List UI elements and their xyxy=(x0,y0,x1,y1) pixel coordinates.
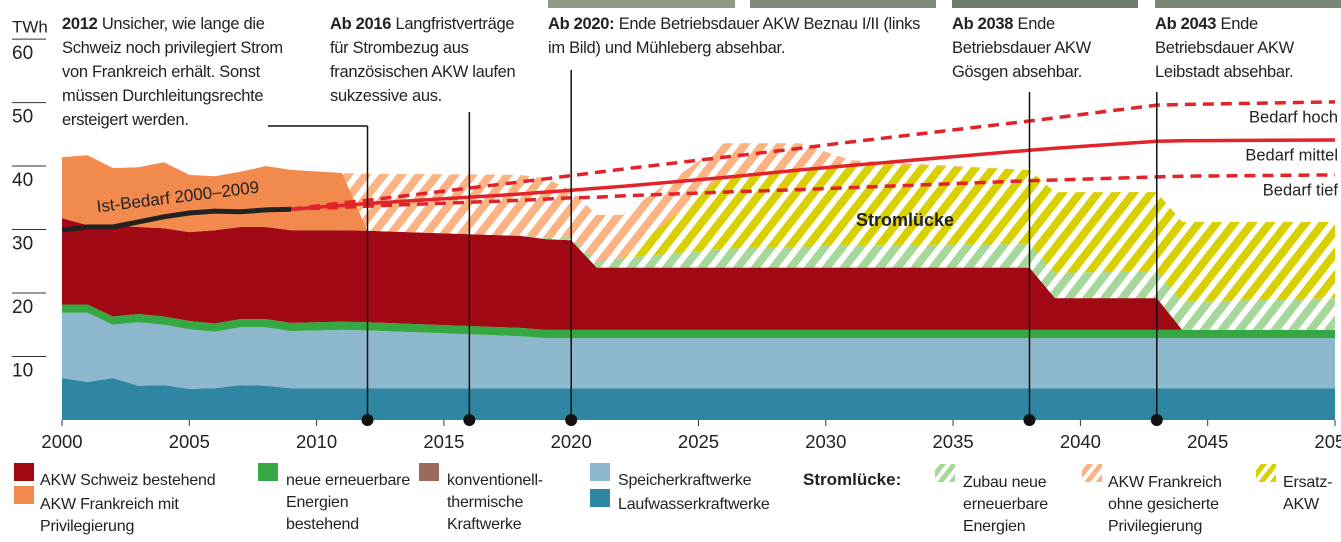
annotation-text: Unsicher, wie lange die Schweiz noch pri… xyxy=(62,15,283,129)
x-tick-label: 2000 xyxy=(41,431,82,452)
legend-swatch xyxy=(14,463,34,481)
demand-line xyxy=(61,206,292,233)
line-label: Bedarf tief xyxy=(1263,181,1339,199)
legend-label: konventionell-thermische Kraftwerke xyxy=(447,472,543,533)
legend-label: Zubau neue erneuerbare Energien xyxy=(963,474,1048,535)
x-tick-label: 2015 xyxy=(423,431,464,452)
demand-line xyxy=(290,138,1336,211)
hatched-area xyxy=(62,155,1335,302)
photo-strip xyxy=(952,0,1138,8)
annotation-lead: Ab 2043 xyxy=(1155,15,1217,33)
gap-area-label: Stromlücke xyxy=(856,210,954,230)
legend-swatch xyxy=(590,489,610,507)
annotation-dot xyxy=(565,414,578,426)
gap-legend-title: Stromlücke: xyxy=(803,470,902,489)
line-label: Bedarf mittel xyxy=(1245,146,1338,164)
annotation: 2012 Unsicher, wie lange die Schweiz noc… xyxy=(62,12,307,132)
legend-label: Ersatz-AKW xyxy=(1283,474,1333,513)
x-tick-label: 2035 xyxy=(933,431,974,452)
line-label: Bedarf hoch xyxy=(1249,108,1338,126)
area xyxy=(62,218,1335,330)
annotation-dot xyxy=(463,414,476,426)
areas xyxy=(62,143,1335,420)
annotation-dot xyxy=(361,414,374,426)
legend-swatch xyxy=(419,463,439,481)
legend-swatch xyxy=(935,464,955,482)
annotation-text: Ende Betriebsdauer AKW Beznau I/II (link… xyxy=(548,15,921,57)
x-tick-label: 2030 xyxy=(805,431,846,452)
legend-swatch xyxy=(590,463,610,481)
y-tick-label: 10 xyxy=(12,361,33,382)
legend-label: AKW Frankreich mit Privilegierung xyxy=(40,496,179,535)
annotation: Ab 2038 Ende Betriebsdauer AKW Gösgen ab… xyxy=(952,12,1117,84)
y-tick-label: 60 xyxy=(12,43,33,64)
y-tick-label: 50 xyxy=(12,107,33,128)
demand-line xyxy=(291,173,1336,211)
annotation-lead: Ab 2038 xyxy=(952,15,1014,33)
photo-strip xyxy=(1155,0,1341,8)
annotation-dot xyxy=(1150,414,1163,426)
annotation-lead: 2012 xyxy=(62,15,98,33)
legend-label: Speicherkraftwerke xyxy=(618,472,752,489)
area xyxy=(62,378,1335,420)
annotation: Ab 2020: Ende Betriebsdauer AKW Beznau I… xyxy=(548,12,933,60)
legend-label: Laufwasserkraftwerke xyxy=(618,496,770,513)
y-tick-label: 20 xyxy=(12,297,33,318)
annotation: Ab 2043 Ende Betriebsdauer AKW Leibstadt… xyxy=(1155,12,1335,84)
legend-swatch xyxy=(1256,464,1276,482)
annotation-lead: Ab 2020: xyxy=(548,15,615,33)
x-tick-label: 2020 xyxy=(551,431,592,452)
x-tick-label: 2005 xyxy=(169,431,210,452)
demand-line xyxy=(290,100,1336,211)
x-tick-label: 2050 xyxy=(1314,431,1341,452)
annotation-text: Langfristverträge für Strombezug aus fra… xyxy=(330,15,516,105)
annotation-text: Ende Betriebsdauer AKW Gösgen absehbar. xyxy=(952,15,1091,81)
area xyxy=(62,312,1335,389)
photo-strip xyxy=(750,0,936,8)
x-tick-label: 2010 xyxy=(296,431,337,452)
legend-swatch xyxy=(14,486,34,504)
legend-swatch xyxy=(1082,464,1102,482)
x-tick-label: 2040 xyxy=(1060,431,1101,452)
hatched-area xyxy=(62,143,1335,262)
x-tick-label: 2045 xyxy=(1187,431,1228,452)
annotation-dot xyxy=(1023,414,1036,426)
legend-swatch xyxy=(258,463,278,481)
annotation-lead: Ab 2016 xyxy=(330,15,392,33)
annotation-text: Ende Betriebsdauer AKW Leibstadt absehba… xyxy=(1155,15,1294,81)
photo-strip xyxy=(548,0,735,8)
legend-label: AKW Schweiz bestehend xyxy=(40,472,216,489)
x-tick-label: 2025 xyxy=(678,431,719,452)
legend-label: AKW Frankreich ohne gesicherte Privilegi… xyxy=(1108,474,1222,535)
annotation: Ab 2016 Langfristverträge für Strombezug… xyxy=(330,12,535,108)
hatched-area xyxy=(62,155,1335,330)
y-tick-label: 40 xyxy=(12,170,33,191)
legend-label: neue erneuerbare Energien bestehend xyxy=(286,472,411,533)
area xyxy=(62,304,1335,339)
y-tick-label: 30 xyxy=(12,234,33,255)
y-axis-unit: TWh xyxy=(12,17,48,36)
